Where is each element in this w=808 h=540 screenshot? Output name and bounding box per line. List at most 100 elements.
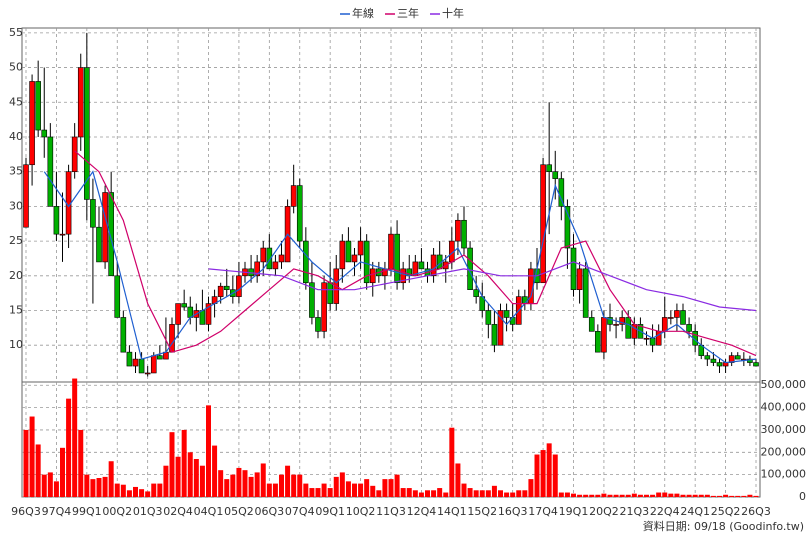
x-tick-label: 11Q3: [376, 505, 406, 518]
candle-body: [455, 219, 461, 242]
volume-bar: [206, 405, 211, 497]
candle-body: [509, 317, 516, 325]
volume-bar: [279, 474, 284, 497]
candle-body: [400, 268, 406, 284]
y-tick-label: 55: [9, 26, 23, 39]
candle-body: [734, 355, 741, 360]
y-tick-label: 10: [9, 338, 23, 351]
candle-body: [369, 268, 376, 284]
candle-body: [461, 219, 467, 249]
x-tick-label: 02Q4: [163, 505, 193, 518]
volume-bar: [157, 483, 163, 497]
y2-tick-label: 300,000: [761, 423, 807, 436]
volume-bar: [516, 490, 522, 497]
volume-bar: [400, 488, 406, 497]
volume-bar: [376, 490, 382, 497]
volume-bar: [327, 488, 333, 497]
volume-bar: [382, 479, 388, 497]
candle-body: [643, 337, 650, 340]
legend-label: 十年: [442, 6, 464, 20]
volume-bar: [753, 495, 759, 497]
y2-tick-label: 400,000: [761, 401, 807, 414]
volume-bar: [729, 495, 735, 497]
x-tick-label: 21Q3: [620, 505, 650, 518]
volume-bar: [309, 488, 315, 497]
volume-bar: [412, 490, 418, 497]
volume-bar: [485, 490, 491, 497]
candle-body: [339, 240, 346, 270]
volume-bar: [552, 454, 558, 497]
volume-bar: [686, 494, 692, 497]
candle-body: [467, 247, 473, 290]
volume-bar: [321, 483, 327, 497]
volume-bar: [455, 463, 461, 497]
volume-bar: [723, 494, 729, 497]
candle-body: [649, 337, 656, 346]
volume-bar: [698, 494, 704, 497]
candle-body: [236, 275, 242, 297]
candle-body: [53, 206, 60, 235]
candle-body: [345, 240, 352, 263]
volume-bar: [248, 476, 254, 497]
volume-bar: [169, 432, 175, 497]
candle-body: [625, 317, 632, 339]
volume-bar: [78, 429, 84, 497]
candle-body: [668, 317, 674, 319]
volume-bar: [741, 495, 747, 497]
x-tick-label: 14Q1: [437, 505, 467, 518]
volume-bar: [406, 488, 412, 497]
volume-bar: [230, 474, 236, 497]
volume-bar: [90, 479, 96, 497]
x-tick-label: 22Q4: [650, 505, 680, 518]
volume-bar: [564, 492, 570, 497]
volume-bar: [431, 490, 437, 497]
x-tick-label: 99Q1: [72, 505, 102, 518]
volume-bar: [218, 470, 224, 497]
volume-bar: [388, 479, 394, 497]
volume-bar: [631, 493, 637, 497]
x-tick-label: 20Q2: [589, 505, 619, 518]
candle-body: [728, 355, 735, 363]
x-tick-label: 01Q3: [133, 505, 163, 518]
candle-body: [588, 317, 595, 332]
y-tick-label: 25: [9, 234, 23, 247]
ma-line: [43, 170, 757, 364]
candle-body: [315, 317, 321, 332]
volume-bar: [461, 483, 467, 497]
volume-bar: [443, 492, 449, 497]
y-tick-label: 20: [9, 269, 23, 282]
volume-bar: [352, 483, 357, 497]
volume-bar: [242, 470, 248, 497]
candle-body: [357, 240, 364, 256]
candle-body: [704, 355, 711, 360]
candle-body: [223, 285, 230, 290]
volume-bar: [272, 483, 278, 497]
volume-bar: [479, 490, 485, 497]
volume-bar: [644, 494, 649, 497]
candle-body: [144, 372, 151, 375]
x-tick-label: 04Q1: [194, 505, 224, 518]
candle-body: [747, 358, 753, 363]
volume-bar: [133, 486, 138, 497]
volume-bar: [66, 398, 72, 497]
volume-bar: [613, 494, 619, 497]
volume-bar: [418, 492, 424, 497]
candle-body: [753, 362, 759, 367]
volume-bar: [345, 481, 351, 497]
volume-bar: [47, 472, 53, 497]
ma-line: [208, 261, 757, 312]
volume-bar: [619, 494, 625, 497]
x-tick-label: 25Q2: [711, 505, 741, 518]
candle-body: [29, 81, 35, 166]
volume-bar: [339, 472, 345, 497]
volume-bar: [236, 467, 242, 497]
x-tick-label: 19Q1: [559, 505, 589, 518]
y-tick-label: 30: [9, 199, 23, 212]
candle-body: [552, 171, 559, 179]
candle-body: [601, 317, 607, 353]
volume-bar: [333, 476, 339, 497]
volume-bar: [126, 490, 132, 497]
candle-body: [138, 358, 145, 374]
y-tick-label: 40: [9, 130, 23, 143]
candle-body: [418, 261, 425, 270]
